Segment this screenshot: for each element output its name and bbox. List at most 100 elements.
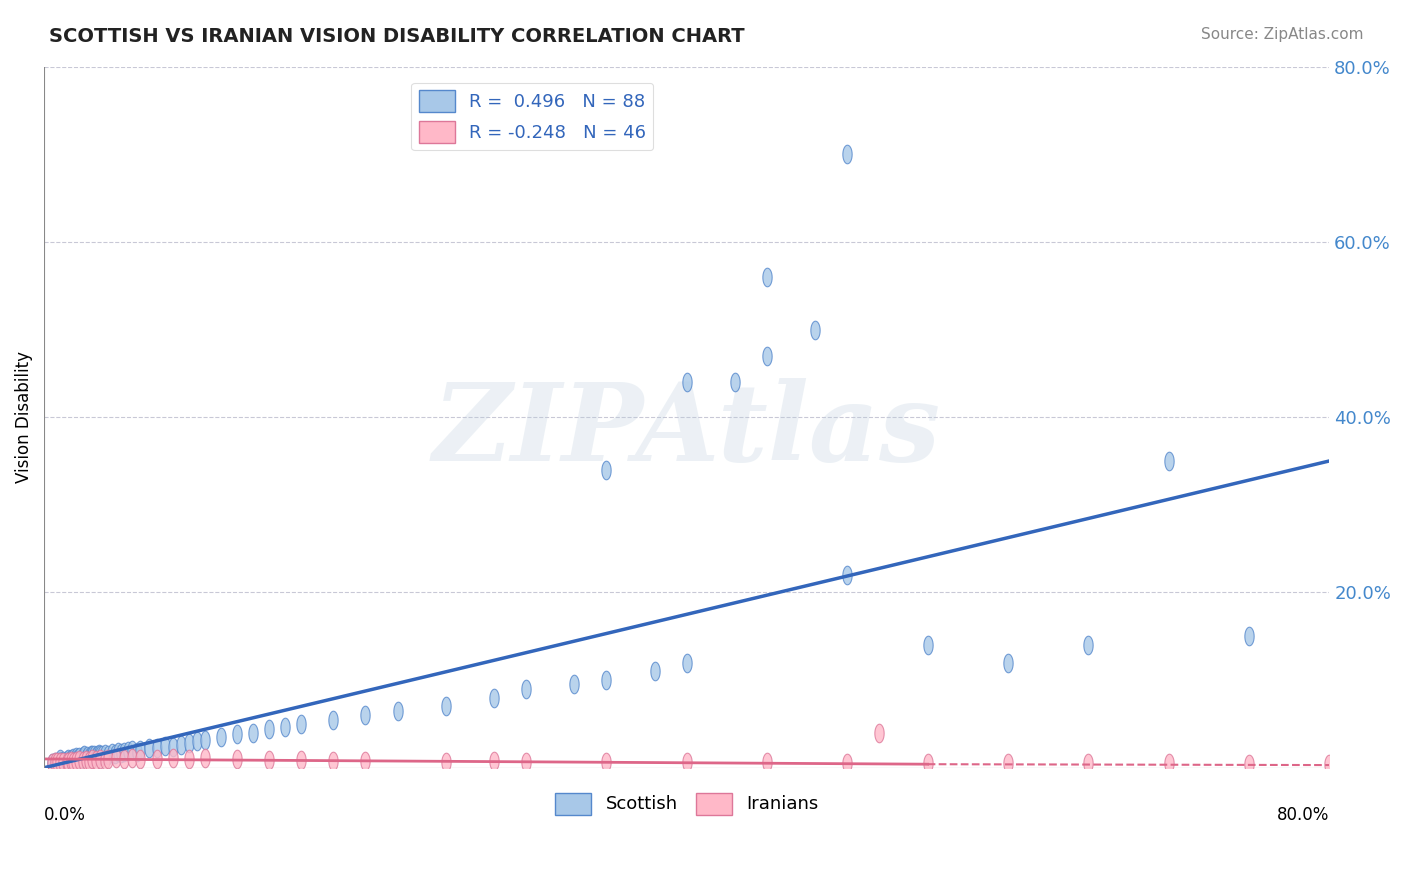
Point: [225, 727, 247, 741]
Point: [76, 749, 98, 764]
Point: [482, 690, 505, 705]
Point: [117, 744, 139, 758]
Point: [257, 722, 280, 736]
Point: [77, 750, 100, 764]
Point: [756, 269, 779, 284]
Point: [129, 752, 152, 766]
Point: [756, 756, 779, 770]
Point: [162, 751, 184, 765]
Point: [84, 749, 107, 764]
Point: [290, 753, 312, 767]
Point: [837, 756, 859, 771]
Text: SCOTTISH VS IRANIAN VISION DISABILITY CORRELATION CHART: SCOTTISH VS IRANIAN VISION DISABILITY CO…: [49, 27, 745, 45]
Point: [62, 751, 84, 765]
Point: [138, 741, 160, 756]
Point: [177, 736, 200, 750]
Point: [62, 755, 84, 769]
Point: [65, 752, 87, 766]
Point: [73, 748, 96, 763]
Point: [595, 673, 617, 687]
Point: [52, 754, 75, 768]
Point: [114, 745, 136, 759]
Point: [97, 747, 120, 762]
Point: [82, 747, 104, 762]
Point: [97, 752, 120, 766]
Point: [515, 681, 537, 696]
Point: [55, 753, 77, 767]
Point: [51, 756, 73, 770]
Point: [194, 732, 217, 747]
Point: [49, 755, 72, 769]
Point: [917, 756, 939, 771]
Point: [94, 753, 117, 767]
Point: [1237, 629, 1260, 643]
Point: [58, 754, 80, 768]
Point: [675, 656, 697, 670]
Point: [804, 322, 827, 336]
Point: [82, 752, 104, 766]
Point: [66, 751, 89, 765]
Point: [83, 748, 105, 763]
Point: [354, 754, 377, 768]
Text: ZIPAtlas: ZIPAtlas: [433, 378, 941, 484]
Point: [387, 704, 409, 718]
Y-axis label: Vision Disability: Vision Disability: [15, 351, 32, 483]
Point: [110, 746, 132, 760]
Point: [41, 756, 63, 771]
Point: [186, 734, 208, 748]
Text: Source: ZipAtlas.com: Source: ZipAtlas.com: [1201, 27, 1364, 42]
Point: [322, 713, 344, 727]
Legend: Scottish, Iranians: Scottish, Iranians: [548, 785, 825, 822]
Point: [1077, 638, 1099, 652]
Point: [145, 740, 167, 755]
Point: [194, 751, 217, 765]
Point: [46, 755, 69, 769]
Point: [44, 756, 66, 770]
Point: [58, 755, 80, 769]
Point: [1077, 756, 1099, 771]
Point: [89, 747, 111, 762]
Point: [70, 752, 93, 766]
Point: [257, 753, 280, 767]
Point: [274, 719, 297, 733]
Point: [1157, 756, 1180, 771]
Point: [675, 375, 697, 389]
Point: [107, 745, 129, 759]
Point: [87, 747, 110, 761]
Point: [121, 751, 143, 765]
Point: [869, 725, 891, 739]
Point: [55, 755, 77, 769]
Point: [837, 147, 859, 161]
Point: [82, 749, 104, 764]
Point: [129, 743, 152, 757]
Text: 80.0%: 80.0%: [1277, 806, 1329, 824]
Point: [72, 754, 94, 768]
Point: [60, 754, 83, 768]
Point: [69, 753, 91, 767]
Point: [53, 755, 76, 769]
Point: [917, 638, 939, 652]
Point: [84, 753, 107, 767]
Point: [72, 749, 94, 764]
Point: [595, 756, 617, 770]
Point: [80, 747, 103, 762]
Point: [69, 750, 91, 764]
Point: [89, 752, 111, 766]
Point: [75, 753, 97, 767]
Point: [52, 756, 75, 770]
Point: [1157, 454, 1180, 468]
Text: 0.0%: 0.0%: [44, 806, 86, 824]
Point: [644, 665, 666, 679]
Point: [59, 753, 82, 767]
Point: [104, 747, 127, 761]
Point: [153, 739, 176, 753]
Point: [127, 745, 149, 759]
Point: [515, 755, 537, 769]
Point: [62, 753, 84, 767]
Point: [434, 699, 457, 714]
Point: [595, 463, 617, 477]
Point: [58, 752, 80, 766]
Point: [77, 754, 100, 768]
Point: [997, 756, 1019, 771]
Point: [46, 756, 69, 770]
